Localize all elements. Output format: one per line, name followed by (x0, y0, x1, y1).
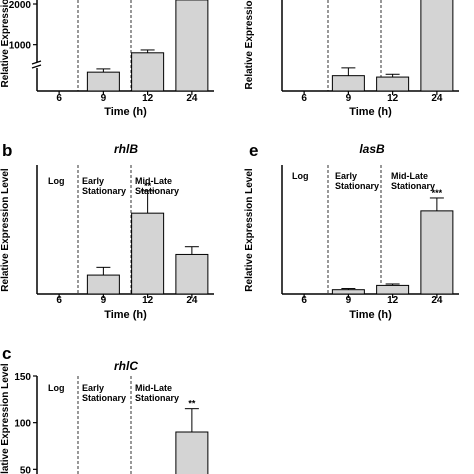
panel-e-bar-24 (420, 210, 454, 295)
panel-e-phase-label: Stationary (335, 181, 379, 191)
panel-c-bar-24 (175, 431, 209, 474)
panel-top-left-axis-break-gap (31, 62, 43, 68)
panel-top-left-x-tick-label: 12 (142, 93, 154, 104)
panel-b-x-axis-label: Time (h) (104, 309, 147, 321)
panel-top-left-x-axis-label: Time (h) (104, 106, 147, 118)
panel-b-x-tick-label: 12 (142, 295, 154, 306)
panel-b-x-tick-label: 9 (101, 295, 107, 306)
panel-top-right-x-tick-label: 12 (387, 93, 399, 104)
panel-top-left-y-tick-label: 1000 (9, 41, 32, 52)
panel-top-right-x-tick-label: 9 (346, 93, 352, 104)
panel-top-left-x-tick-label: 24 (186, 93, 198, 104)
panel-b-bar-12 (131, 212, 165, 295)
panel-b-x-tick-label: 6 (56, 295, 62, 306)
panel-e-panel-label: e (249, 141, 258, 160)
panel-c-significance-24: ** (188, 399, 196, 409)
panel-top-left-y-axis-label: Relative Expression (0, 0, 11, 88)
panel-b-phase-label: Mid-Late (135, 176, 172, 186)
panel-top-left-axis-break-mark (31, 64, 42, 69)
panel-c-title: rhlC (114, 359, 138, 373)
panel-e-phase-label: Stationary (391, 181, 435, 191)
panel-top-left-axis-break-mark (31, 60, 42, 65)
panel-e-title: lasB (359, 142, 385, 156)
panel-c-y-axis-label: Relative Expression Level (0, 363, 11, 474)
panel-b-title: rhlB (114, 142, 138, 156)
panel-b-phase-label: Early (82, 176, 104, 186)
panel-b-significance-12: ** (144, 181, 152, 191)
panel-b-bar-9 (86, 274, 120, 295)
panel-b-phase-label: Stationary (82, 186, 126, 196)
panel-top-left-x-tick-label: 9 (101, 93, 107, 104)
panel-e-x-tick-label: 24 (431, 295, 443, 306)
panel-e-x-tick-label: 6 (301, 295, 307, 306)
panel-e-phase-label: Mid-Late (391, 171, 428, 181)
panel-e-x-tick-label: 9 (346, 295, 352, 306)
panel-top-right-x-tick-label: 6 (301, 93, 307, 104)
panel-b-phase-label: Log (48, 176, 65, 186)
panel-c-y-tick-label: 150 (14, 372, 31, 383)
panel-c-y-tick-label: 100 (14, 419, 31, 430)
panel-b-panel-label: b (2, 141, 12, 160)
panel-c-phase-label: Stationary (135, 393, 179, 403)
panel-top-right-bar-9 (331, 75, 365, 92)
panel-top-right-y-axis-label: Relative Expressio (244, 1, 255, 90)
panel-e-bar-9 (331, 289, 365, 295)
panel-top-right-x-tick-label: 24 (431, 93, 443, 104)
panel-e-x-tick-label: 12 (387, 295, 399, 306)
panel-c-phase-label: Log (48, 383, 65, 393)
panel-top-right-bar-12 (376, 76, 410, 92)
panel-top-left-bar-12 (131, 52, 165, 92)
panel-c-phase-label: Mid-Late (135, 383, 172, 393)
panel-e-y-axis-label: Relative Expression Level (244, 168, 255, 292)
panel-e-phase-label: Early (335, 171, 357, 181)
panel-e-bar-12 (376, 284, 410, 295)
panel-c-y-tick-label: 50 (20, 465, 32, 474)
panel-c-phase-label: Early (82, 383, 104, 393)
panel-e-x-axis-label: Time (h) (349, 309, 392, 321)
panel-top-left-y-tick-label: 2000 (9, 0, 32, 11)
panel-top-left-bar-9 (86, 71, 120, 92)
panel-c-panel-label: c (2, 344, 11, 363)
panel-e-significance-24: *** (432, 188, 443, 198)
panel-top-right-bar-24 (420, 0, 454, 92)
panel-e-phase-label: Log (292, 171, 309, 181)
panel-b-x-tick-label: 24 (186, 295, 198, 306)
panel-top-left-x-tick-label: 6 (56, 93, 62, 104)
panel-b-phase-label: Stationary (135, 186, 179, 196)
panel-top-right-x-axis-label: Time (h) (349, 106, 392, 118)
panel-b-y-axis-label: Relative Expression Level (0, 168, 11, 292)
panel-top-left-bar-24 (175, 0, 209, 92)
panel-b-bar-24 (175, 253, 209, 295)
panel-c-phase-label: Stationary (82, 393, 126, 403)
